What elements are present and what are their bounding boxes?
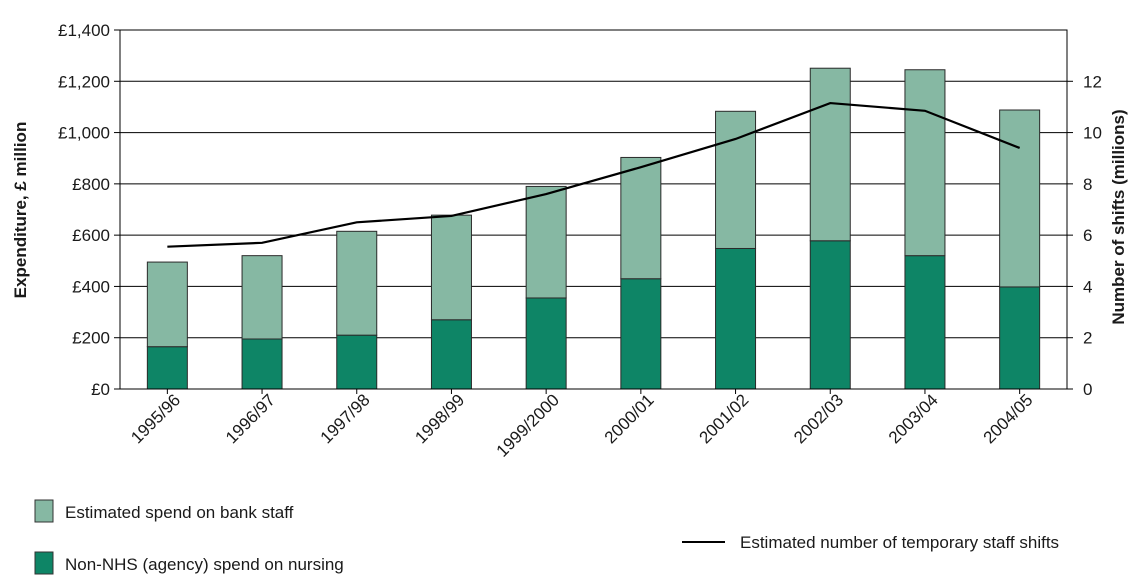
y-tick-label: £1,200 [58,72,110,91]
bar-agency-2000-01 [620,278,662,390]
x-tick-label: 1997/98 [317,390,374,447]
y-tick-label: £800 [72,175,110,194]
y-tick-label: £400 [72,277,110,296]
y-tick-label: £0 [91,380,110,399]
legend-swatch-bank [34,499,54,523]
y-tick-label: £200 [72,329,110,348]
bar-bank-2001-02 [715,110,757,249]
legend-label-shifts: Estimated number of temporary staff shif… [740,533,1059,552]
y-tick-label: £1,000 [58,124,110,143]
bar-agency-2002-03 [809,240,851,390]
x-tick-label: 2004/05 [980,390,1037,447]
plot-frame [119,29,1068,390]
y2-tick-label: 8 [1083,175,1092,194]
bar-agency-1996-97 [241,338,283,390]
bar-agency-2001-02 [715,247,757,390]
bar-agency-1995-96 [146,346,188,390]
x-axis-ticks: 1995/96 1996/97 1997/98 1998/99 1999/2000 200… [127,389,1036,461]
bar-bank-2002-03 [809,67,851,242]
x-tick-label: 1999/2000 [493,390,563,460]
y2-tick-label: 12 [1083,72,1102,91]
y2-axis-title: Number of shifts (millions) [1109,109,1128,324]
shifts-line [167,101,1021,248]
bar-agency-1999-2000 [525,297,567,390]
x-tick-label: 1996/97 [222,390,279,447]
y2-tick-label: 6 [1083,226,1092,245]
bar-bank-2004-05 [999,109,1041,288]
bar-agency-1998-99 [430,319,472,390]
left-axis-ticks: £0 £200 £400 £600 £800 £1,000 £1,200 £1,400 [58,21,120,399]
bar-bank-1998-99 [430,214,472,321]
bar-agency-2003-04 [904,255,946,390]
x-tick-label: 1995/96 [127,390,184,447]
x-tick-label: 1998/99 [411,390,468,447]
x-tick-label: 2002/03 [790,390,847,447]
shifts-line-group [167,101,1021,248]
bar-bank-1999-2000 [525,185,567,299]
legend: Estimated spend on bank staff Non-NHS (a… [34,499,1059,575]
bar-bank-2003-04 [904,69,946,257]
legend-label-agency: Non-NHS (agency) spend on nursing [65,555,344,574]
y2-tick-label: 10 [1083,124,1102,143]
legend-swatch-agency [34,551,54,575]
y-tick-label: £1,400 [58,21,110,40]
bar-agency-1997-98 [336,334,378,390]
x-tick-label: 2003/04 [885,390,942,447]
x-tick-label: 2000/01 [601,390,658,447]
y-tick-label: £600 [72,226,110,245]
y2-tick-label: 0 [1083,380,1092,399]
y2-tick-label: 4 [1083,277,1092,296]
bar-bank-1995-96 [146,261,188,348]
right-axis-ticks: 0 2 4 6 8 10 12 [1067,72,1102,399]
bar-bank-1997-98 [336,230,378,336]
legend-label-bank: Estimated spend on bank staff [65,503,294,522]
bar-bank-1996-97 [241,255,283,340]
bars [146,67,1041,390]
y2-tick-label: 2 [1083,329,1092,348]
bar-bank-2000-01 [620,156,662,280]
y-axis-title: Expenditure, £ million [11,122,30,299]
plot-border [119,29,1068,390]
bar-agency-2004-05 [999,286,1041,390]
x-tick-label: 2001/02 [695,390,752,447]
